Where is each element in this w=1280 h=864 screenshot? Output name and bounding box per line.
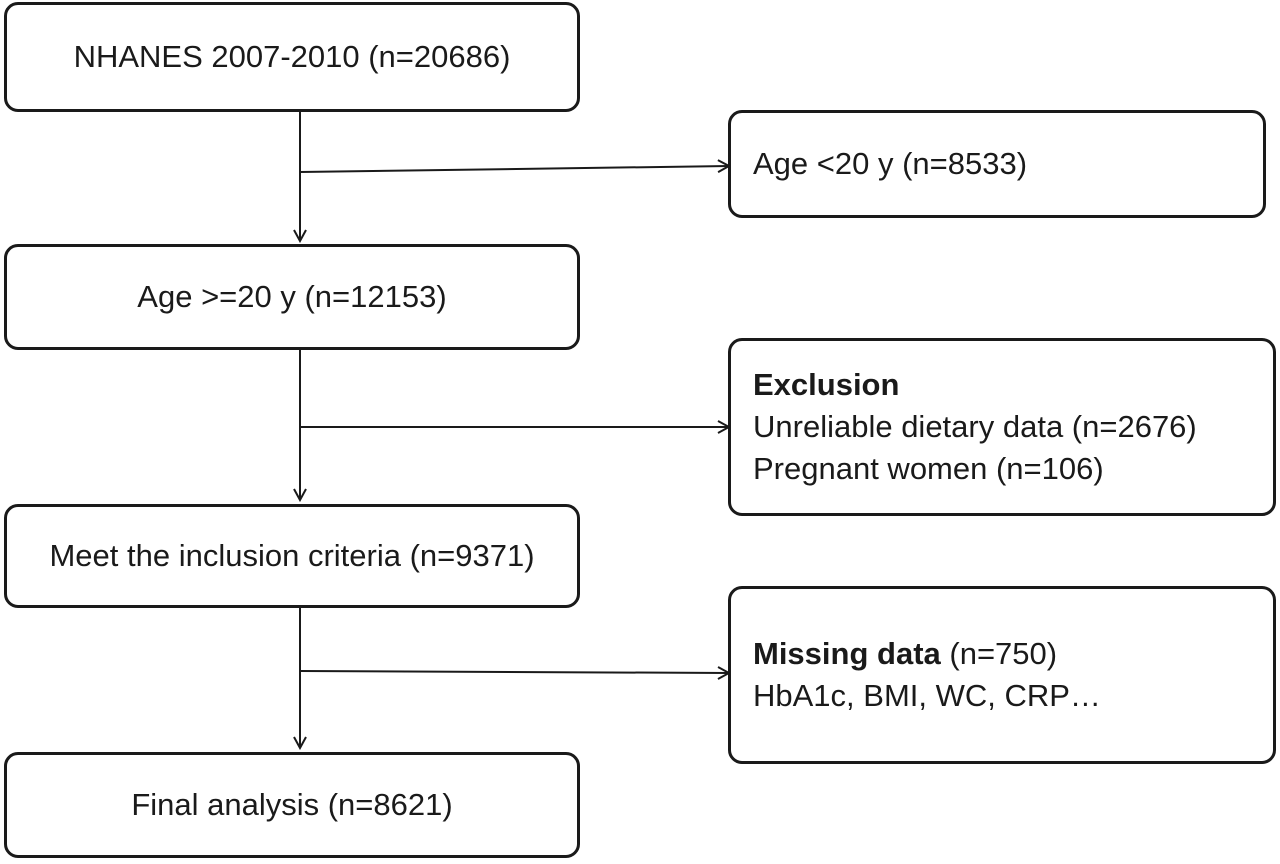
box-missing-data: Missing data (n=750) HbA1c, BMI, WC, CRP… [728, 586, 1276, 764]
exclusion-item-pregnant: Pregnant women (n=106) [753, 451, 1104, 486]
box-nhanes: NHANES 2007-2010 (n=20686) [4, 2, 580, 112]
box-final-analysis: Final analysis (n=8621) [4, 752, 580, 858]
box-age-under-20-label: Age <20 y (n=8533) [753, 146, 1028, 181]
box-age-adult-label: Age >=20 y (n=12153) [137, 279, 447, 314]
arrow-to-age-exclusion [299, 166, 729, 172]
missing-data-heading: Missing data [753, 636, 941, 671]
missing-data-variables: HbA1c, BMI, WC, CRP… [753, 678, 1101, 713]
box-age-under-20: Age <20 y (n=8533) [728, 110, 1266, 218]
box-final-analysis-label: Final analysis (n=8621) [131, 787, 453, 822]
box-inclusion: Meet the inclusion criteria (n=9371) [4, 504, 580, 608]
box-exclusion: Exclusion Unreliable dietary data (n=267… [728, 338, 1276, 516]
exclusion-item-dietary: Unreliable dietary data (n=2676) [753, 409, 1197, 444]
box-age-adult: Age >=20 y (n=12153) [4, 244, 580, 350]
arrow-to-missing-data [299, 671, 729, 673]
exclusion-heading: Exclusion [753, 367, 900, 402]
box-nhanes-label: NHANES 2007-2010 (n=20686) [73, 39, 511, 74]
missing-data-heading-row: Missing data (n=750) [753, 633, 1273, 675]
box-inclusion-label: Meet the inclusion criteria (n=9371) [49, 538, 535, 573]
missing-data-count: (n=750) [940, 636, 1058, 671]
